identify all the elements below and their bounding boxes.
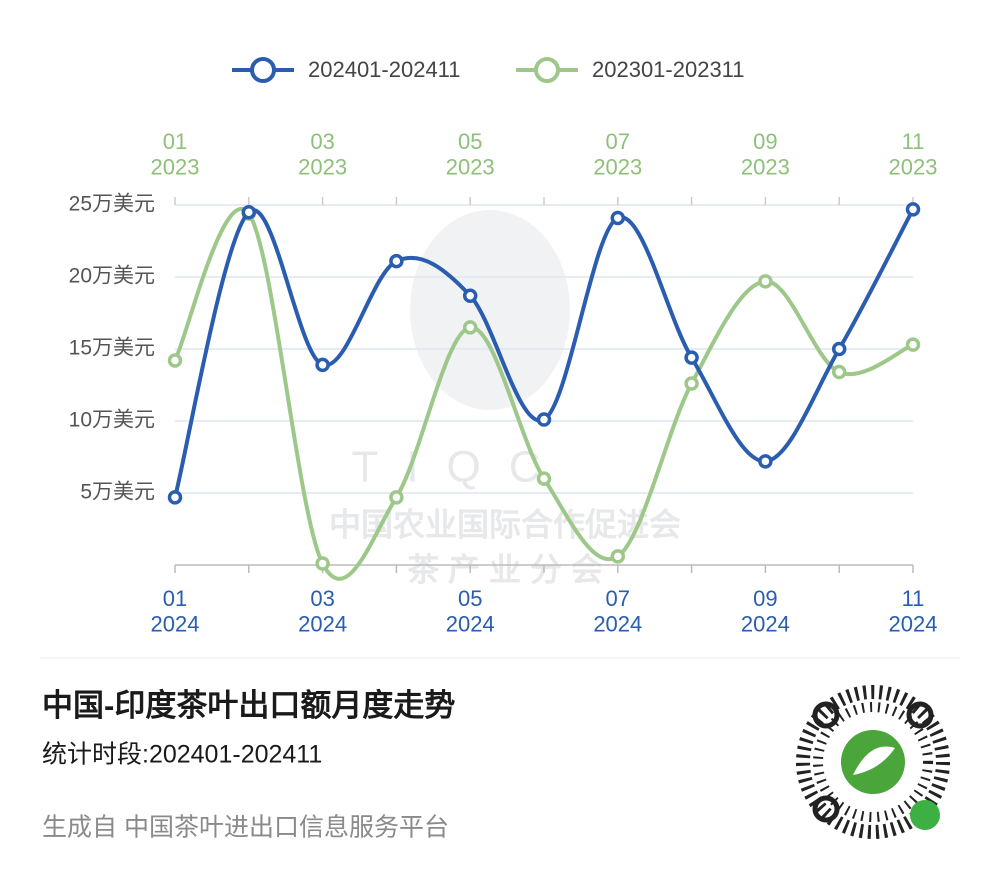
x-tick-label: 07 2024 — [593, 586, 642, 636]
watermark-text: TIQC — [351, 443, 568, 492]
x-tick-label: 03 2024 — [298, 586, 347, 636]
data-point — [610, 210, 626, 226]
data-point — [462, 320, 478, 335]
data-point — [684, 376, 699, 391]
qr-finder — [906, 701, 934, 729]
x2-tick-label: 05 2023 — [446, 129, 495, 179]
watermark-logo — [410, 210, 570, 410]
legend-label: 202301-202311 — [592, 57, 745, 82]
qr-finder — [812, 701, 840, 729]
chart-title: 中国-印度茶叶出口额月度走势 — [42, 688, 455, 723]
data-point — [758, 454, 773, 469]
x-tick-label: 11 2024 — [889, 586, 938, 636]
subtitle: 统计时段:202401-202411 — [42, 741, 322, 769]
x2-tick-label: 03 2023 — [298, 129, 347, 179]
watermark-text: 茶 产 业 分 会 — [407, 551, 603, 587]
legend-marker — [250, 57, 276, 83]
source-text: 生成自 中国茶叶进出口信息服务平台 — [42, 814, 449, 842]
qr-leaf — [853, 746, 895, 775]
data-point — [684, 350, 699, 365]
data-point — [905, 202, 921, 217]
y-tick-label: 10万美元 — [69, 409, 155, 432]
data-point — [315, 556, 330, 571]
qr-badge — [910, 800, 940, 830]
watermark: TIQC 中国农业国际合作促进会 茶 产 业 分 会 — [329, 210, 681, 587]
x2-tick-label: 09 2023 — [741, 129, 790, 179]
qr-pattern — [796, 685, 950, 839]
qr-code — [796, 685, 950, 839]
legend-marker — [534, 57, 560, 83]
data-point — [536, 471, 552, 486]
data-point — [315, 357, 330, 373]
y-tick-label: 20万美元 — [69, 265, 155, 288]
data-point — [610, 549, 626, 564]
data-point — [536, 412, 552, 427]
data-point — [167, 353, 183, 368]
x2-tick-label: 07 2023 — [593, 129, 642, 179]
y-tick-label: 25万美元 — [69, 193, 155, 216]
legend-label: 202401-202411 — [308, 57, 461, 82]
x-tick-label: 09 2024 — [741, 586, 790, 636]
data-point — [831, 364, 847, 380]
data-point — [462, 288, 478, 303]
data-point — [905, 337, 921, 352]
data-point — [389, 253, 404, 269]
data-point — [167, 490, 183, 505]
data-point — [831, 341, 847, 357]
qr-pattern — [813, 702, 933, 822]
y-tick-label: 5万美元 — [80, 481, 155, 504]
x-tick-label: 01 2024 — [151, 586, 200, 636]
plot-area: 5万美元 10万美元 15万美元 20万美元 25万美元 01 2024 01 2023 03 20… — [69, 57, 938, 636]
data-point — [389, 490, 404, 505]
y-tick-label: 15万美元 — [69, 337, 155, 360]
data-point — [758, 274, 773, 289]
x2-tick-label: 11 2023 — [889, 129, 938, 179]
x-tick-label: 05 2024 — [446, 586, 495, 636]
qr-finder — [812, 795, 840, 823]
x2-tick-label: 01 2023 — [151, 129, 200, 179]
data-point — [241, 204, 257, 220]
